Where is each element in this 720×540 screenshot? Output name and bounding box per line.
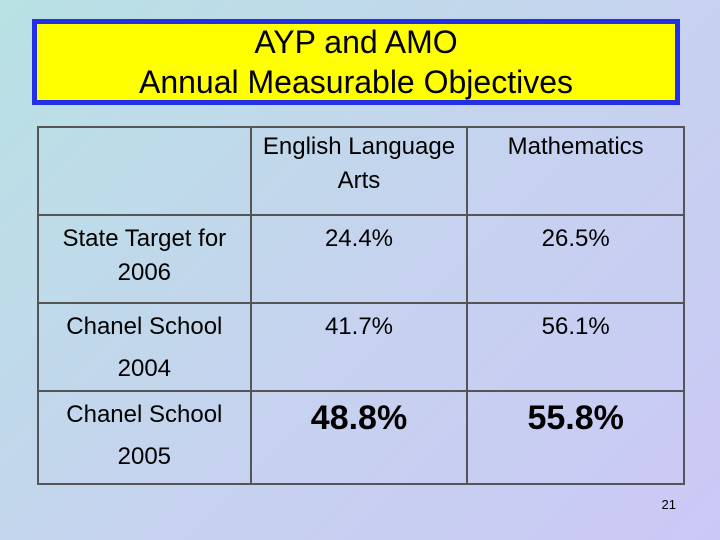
math-value: 26.5% [466, 214, 685, 304]
math-value: 56.1% [466, 302, 685, 392]
slide-title-box: AYP and AMO Annual Measurable Objectives [32, 19, 680, 105]
table-row: State Target for 2006 24.4% 26.5% [37, 214, 685, 304]
ela-value: 48.8% [249, 390, 469, 485]
ela-value: 41.7% [249, 302, 469, 392]
table-header-row: English Language Arts Mathematics [37, 126, 685, 216]
amo-table: English Language Arts Mathematics State … [37, 126, 685, 485]
column-header-ela: English Language Arts [249, 126, 469, 216]
table-row: Chanel School 2004 41.7% 56.1% [37, 302, 685, 392]
table-row: Chanel School 2005 48.8% 55.8% [37, 390, 685, 485]
slide-number: 21 [661, 497, 676, 512]
ela-value: 24.4% [249, 214, 469, 304]
slide-subtitle: Annual Measurable Objectives [138, 64, 573, 100]
row-label: Chanel School 2005 [37, 390, 252, 485]
math-value: 55.8% [466, 390, 685, 485]
row-label: State Target for 2006 [37, 214, 252, 304]
column-header-math: Mathematics [466, 126, 685, 216]
row-label: Chanel School 2004 [37, 302, 252, 392]
slide-title: AYP and AMO [254, 24, 458, 60]
table-header-empty [37, 126, 252, 216]
